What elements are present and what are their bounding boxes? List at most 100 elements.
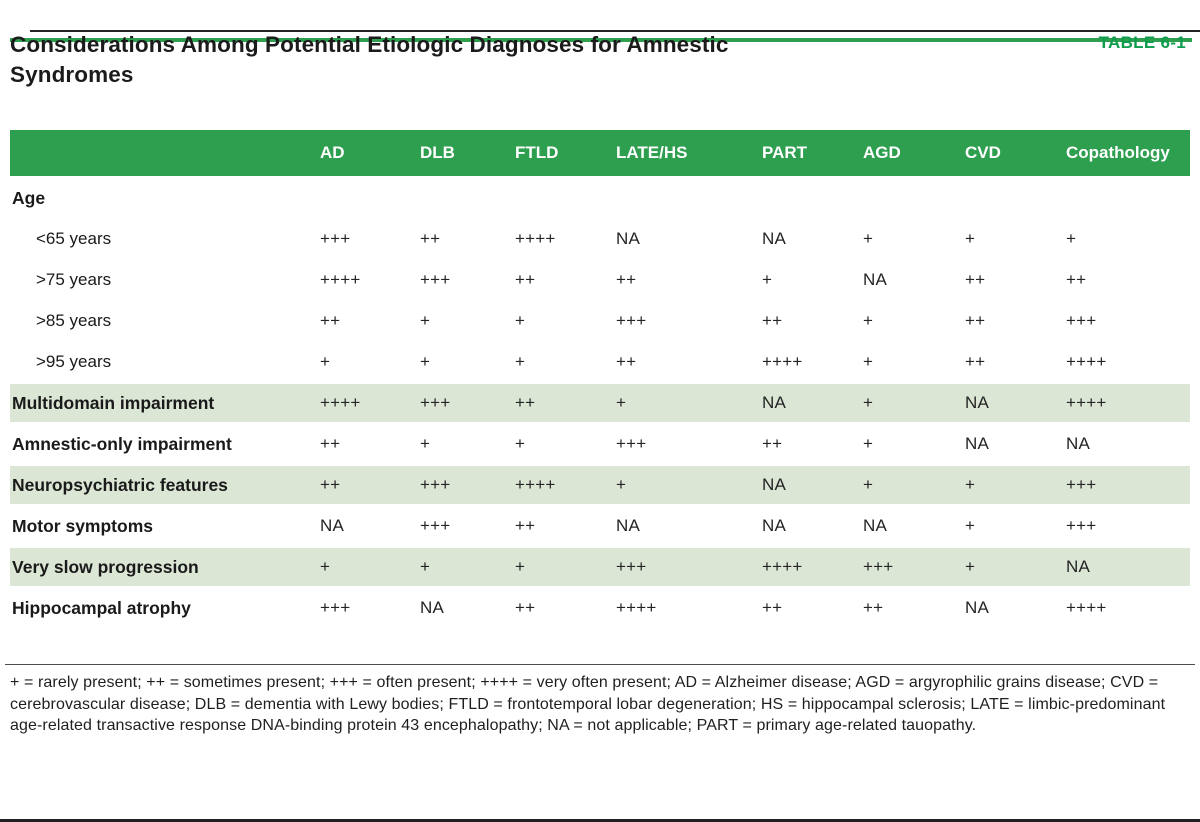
cell-value: +++ [1066, 311, 1097, 330]
cell-value: ++ [616, 270, 637, 289]
cell-value: ++++ [515, 229, 556, 248]
cell-value: + [1066, 229, 1077, 248]
cell-value: + [616, 393, 627, 412]
green-accent-rule [10, 38, 1192, 42]
cell-value: NA [863, 516, 888, 535]
cell-value: ++++ [762, 352, 803, 371]
cell-value: NA [320, 516, 345, 535]
row-label: Very slow progression [12, 556, 199, 577]
cell-value: ++ [762, 434, 783, 453]
cell-value: + [320, 352, 331, 371]
cell-value: +++ [1066, 516, 1097, 535]
cell-value: NA [420, 598, 445, 617]
cell-value: ++++ [1066, 393, 1107, 412]
cell-value: + [965, 516, 976, 535]
top-border-line [30, 30, 1200, 32]
cell-value: ++ [965, 352, 986, 371]
table-title: Considerations Among Potential Etiologic… [10, 32, 729, 87]
cell-value: +++ [616, 311, 647, 330]
row-label: Motor symptoms [12, 515, 153, 536]
cell-value: + [616, 475, 627, 494]
cell-value: + [515, 557, 526, 576]
cell-value: NA [863, 270, 888, 289]
cell-value: NA [762, 393, 787, 412]
cell-value: ++++ [1066, 598, 1107, 617]
table-row-65-years: <65 years +++ ++ ++++ NA NA + + + [10, 220, 1190, 258]
cell-value: +++ [616, 557, 647, 576]
cell-value: + [965, 557, 976, 576]
cell-value: + [420, 352, 431, 371]
cell-value: ++++ [1066, 352, 1107, 371]
cell-value: +++ [1066, 475, 1097, 494]
table-row-multidomain-impairment: Multidomain impairment ++++ +++ ++ + NA + NA +++… [10, 384, 1190, 422]
cell-value: +++ [863, 557, 894, 576]
cell-value: + [420, 557, 431, 576]
cell-value: + [420, 434, 431, 453]
cell-value: NA [762, 229, 787, 248]
table-row-amnestic-only-impairment: Amnestic-only impairment ++ + + +++ ++ + NA NA [10, 425, 1190, 463]
table-row-hippocampal-atrophy: Hippocampal atrophy +++ NA ++ ++++ ++ ++ NA ++++ [10, 589, 1190, 627]
cell-value: ++ [1066, 270, 1087, 289]
cell-value: + [965, 229, 976, 248]
cell-value: ++ [420, 229, 441, 248]
cell-value: ++ [762, 311, 783, 330]
diagnosis-table: AD DLB FTLD LATE/HS PART AGD CVD Copathology Ag… [10, 130, 1190, 627]
cell-value: + [863, 311, 874, 330]
cell-value: + [863, 475, 874, 494]
row-label: Amnestic-only impairment [12, 433, 232, 454]
cell-value: ++ [515, 393, 536, 412]
cell-value: +++ [420, 270, 451, 289]
table-row-75-years: >75 years ++++ +++ ++ ++ + NA ++ ++ [10, 261, 1190, 299]
cell-value: + [320, 557, 331, 576]
cell-value: ++ [616, 352, 637, 371]
cell-value: ++ [965, 311, 986, 330]
cell-value: +++ [320, 598, 351, 617]
cell-value: + [863, 434, 874, 453]
cell-value: ++++ [320, 393, 361, 412]
cell-value: NA [965, 434, 990, 453]
row-label: >95 years [36, 352, 112, 371]
table-row-motor-symptoms: Motor symptoms NA +++ ++ NA NA NA + +++ [10, 507, 1190, 545]
row-label: Neuropsychiatric features [12, 474, 228, 495]
table-body: Age <65 years +++ ++ ++++ NA NA + + + >75 years +++… [10, 179, 1190, 627]
table-row-very-slow-progression: Very slow progression + + + +++ ++++ +++ + NA [10, 548, 1190, 586]
cell-value: +++ [616, 434, 647, 453]
cell-value: +++ [420, 475, 451, 494]
table-row-85-years: >85 years ++ + + +++ ++ + ++ +++ [10, 302, 1190, 340]
cell-value: + [515, 434, 526, 453]
cell-value: NA [1066, 434, 1091, 453]
cell-value: ++ [762, 598, 783, 617]
column-header-late-hs: LATE/HS [616, 143, 688, 162]
table-header-row: AD DLB FTLD LATE/HS PART AGD CVD Copathology [10, 130, 1190, 176]
cell-value: ++ [515, 598, 536, 617]
cell-value: + [420, 311, 431, 330]
cell-value: +++ [420, 516, 451, 535]
table-row-neuropsychiatric-features: Neuropsychiatric features ++ +++ ++++ + NA + + +… [10, 466, 1190, 504]
column-header-cvd: CVD [965, 143, 1001, 162]
cell-value: ++++ [762, 557, 803, 576]
footnote-text: + = rarely present; ++ = sometimes prese… [10, 674, 1166, 734]
cell-value: ++++ [515, 475, 556, 494]
column-header-part: PART [762, 143, 808, 162]
cell-value: NA [616, 229, 641, 248]
cell-value: NA [762, 516, 787, 535]
column-header-copathology: Copathology [1066, 143, 1170, 162]
column-header-dlb: DLB [420, 143, 455, 162]
cell-value: ++ [515, 516, 536, 535]
cell-value: ++ [320, 311, 341, 330]
column-header-ftld: FTLD [515, 143, 559, 162]
cell-value: NA [965, 598, 990, 617]
table-number-label: TABLE 6-1 [1098, 33, 1186, 52]
cell-value: NA [1066, 557, 1091, 576]
table-header-block: Considerations Among Potential Etiologic… [10, 30, 1190, 92]
cell-value: NA [762, 475, 787, 494]
cell-value: +++ [420, 393, 451, 412]
row-label: >75 years [36, 270, 112, 289]
cell-value: + [965, 475, 976, 494]
cell-value: ++ [863, 598, 884, 617]
cell-value: ++++ [616, 598, 657, 617]
row-label: >85 years [36, 311, 112, 330]
cell-value: NA [965, 393, 990, 412]
cell-value: ++ [515, 270, 536, 289]
row-label: Hippocampal atrophy [12, 597, 191, 618]
